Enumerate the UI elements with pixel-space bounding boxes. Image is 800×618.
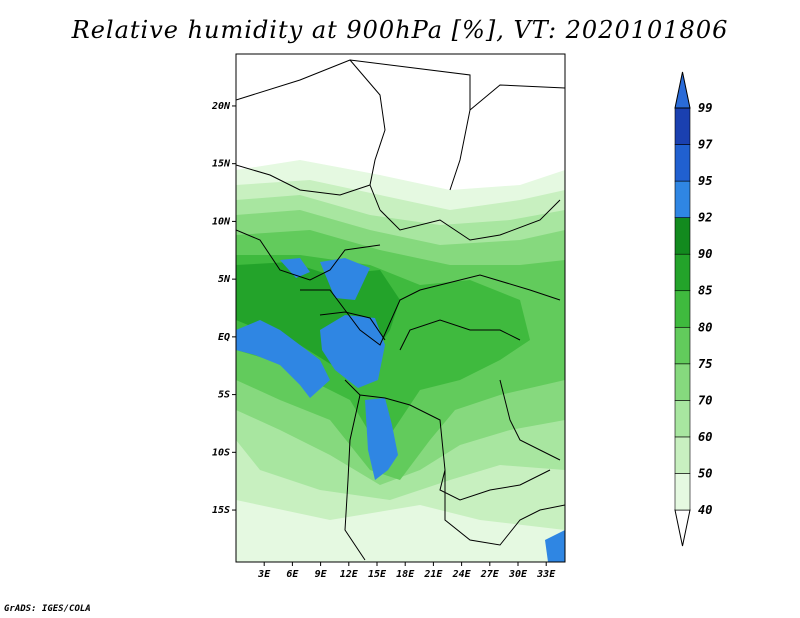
lat-label: 10N bbox=[212, 216, 231, 227]
grads-credit: GrADS: IGES/COLA bbox=[4, 604, 91, 614]
lat-label: 15N bbox=[212, 159, 231, 170]
country-boundaries bbox=[236, 59, 565, 561]
colorbar-label: 80 bbox=[698, 320, 712, 334]
colorbar-box bbox=[674, 363, 691, 401]
colorbar-box bbox=[674, 473, 691, 511]
humidity-region-saturated3 bbox=[365, 398, 398, 480]
lon-label: 12E bbox=[340, 569, 359, 580]
lon-label: 18E bbox=[396, 569, 415, 580]
map-title: Relative humidity at 900hPa [%], VT: 202… bbox=[71, 16, 729, 44]
colorbar-label: 40 bbox=[698, 503, 712, 517]
longitude-axis: 3E 6E 9E 12E 15E 18E 21E 24E 27E 30E 33E bbox=[257, 562, 556, 580]
lon-label: 6E bbox=[286, 569, 299, 580]
lat-label: 15S bbox=[212, 505, 230, 516]
colorbar-upper-triangle bbox=[674, 71, 691, 109]
colorbar-label: 95 bbox=[698, 174, 712, 188]
lat-label: EQ bbox=[218, 332, 230, 343]
colorbar-label: 97 bbox=[698, 138, 713, 152]
colorbar-label: 85 bbox=[698, 284, 712, 298]
colorbar-lower-triangle bbox=[674, 509, 691, 547]
humidity-region-saturated6 bbox=[545, 530, 565, 562]
humidity-region-saturated bbox=[236, 320, 330, 398]
lon-label: 27E bbox=[480, 569, 500, 580]
latitude-axis: 20N 15N 10N 5N EQ 5S 10S 15S bbox=[211, 101, 236, 516]
humidity-region-saturated2 bbox=[320, 315, 385, 388]
colorbar-box bbox=[674, 217, 691, 255]
colorbar-box bbox=[674, 436, 691, 474]
lat-label: 5N bbox=[218, 274, 231, 285]
lon-label: 33E bbox=[536, 569, 556, 580]
colorbar-box bbox=[674, 107, 691, 145]
colorbar-box bbox=[674, 290, 691, 328]
colorbar-label: 99 bbox=[698, 101, 712, 115]
colorbar-label: 90 bbox=[698, 247, 712, 261]
colorbar-label: 92 bbox=[698, 211, 712, 225]
colorbar-label: 50 bbox=[698, 466, 712, 480]
colorbar-label: 75 bbox=[698, 357, 712, 371]
colorbar-box bbox=[674, 400, 691, 438]
humidity-field bbox=[236, 54, 565, 562]
lon-label: 30E bbox=[508, 569, 528, 580]
lon-label: 15E bbox=[368, 569, 387, 580]
colorbar-box bbox=[674, 253, 691, 292]
lon-label: 3E bbox=[257, 569, 271, 580]
lat-label: 5S bbox=[218, 390, 230, 401]
colorbar-label: 70 bbox=[698, 393, 712, 407]
colorbar-box bbox=[674, 180, 691, 218]
colorbar-box bbox=[674, 144, 691, 182]
lon-label: 21E bbox=[423, 569, 443, 580]
humidity-region-saturated4 bbox=[280, 258, 310, 278]
map-frame bbox=[235, 53, 566, 563]
lon-label: 9E bbox=[315, 569, 328, 580]
lon-label: 24E bbox=[452, 569, 472, 580]
colorbar-box bbox=[674, 326, 691, 365]
colorbar-label: 60 bbox=[698, 430, 712, 444]
colorbar: 40 50 60 70 75 80 85 90 92 95 97 99 bbox=[674, 71, 713, 547]
lat-label: 10S bbox=[212, 447, 230, 458]
humidity-region-saturated5 bbox=[320, 258, 370, 300]
lat-label: 20N bbox=[211, 101, 231, 112]
